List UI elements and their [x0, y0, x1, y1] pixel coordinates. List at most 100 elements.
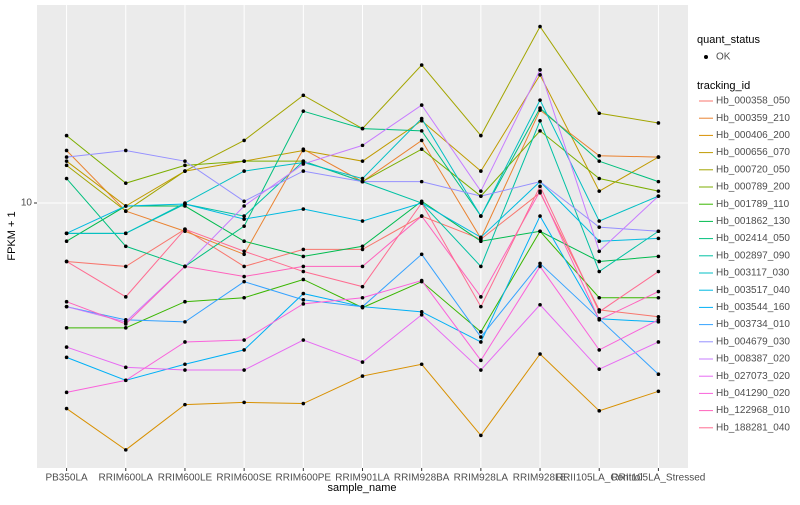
legend-label: Hb_188281_040: [716, 422, 790, 433]
point: [183, 368, 187, 372]
point: [242, 400, 246, 405]
x-tick-label: RRII105LA_Control: [556, 473, 643, 484]
point: [123, 322, 128, 326]
legend-label: Hb_003544_160: [716, 302, 790, 313]
point: [419, 310, 424, 314]
point: [123, 181, 128, 185]
point: [479, 335, 483, 339]
point: [360, 247, 365, 252]
legend-label: Hb_000720_050: [716, 164, 790, 175]
point: [123, 204, 128, 208]
point: [597, 259, 602, 264]
point: [242, 249, 246, 254]
point: [538, 24, 542, 29]
point: [183, 402, 187, 407]
point: [301, 338, 306, 342]
point: [64, 159, 69, 163]
point: [242, 224, 246, 228]
point: [656, 389, 661, 394]
point: [656, 318, 661, 322]
point: [597, 189, 602, 193]
point: [538, 264, 542, 269]
point: [479, 133, 483, 138]
point: [360, 360, 365, 364]
point: [538, 68, 542, 72]
legend-label: Hb_000789_200: [716, 182, 790, 193]
point: [242, 264, 246, 269]
point: [479, 304, 483, 309]
point: [360, 126, 365, 131]
legend-label: Hb_002414_050: [716, 233, 790, 244]
point: [597, 219, 602, 223]
point: [538, 179, 542, 184]
point: [419, 116, 424, 121]
point: [479, 295, 483, 299]
point: [419, 179, 424, 184]
point: [479, 189, 483, 193]
x-tick-label: RRII105LA_Stressed: [611, 473, 705, 484]
point: [656, 340, 661, 344]
point: [123, 148, 128, 153]
point: [64, 326, 69, 330]
point: [419, 312, 424, 317]
point: [64, 304, 69, 309]
point: [64, 406, 69, 411]
legend-label: Hb_000406_200: [716, 130, 790, 141]
legend-label: Hb_001789_110: [716, 199, 790, 210]
point: [242, 204, 246, 208]
point: [479, 214, 483, 218]
point: [479, 358, 483, 363]
point: [123, 448, 128, 452]
point: [360, 264, 365, 269]
point: [538, 73, 542, 77]
point: [242, 214, 246, 218]
point: [242, 295, 246, 300]
point: [360, 219, 365, 223]
point: [64, 155, 69, 159]
point: [538, 184, 542, 189]
point: [360, 244, 365, 249]
point: [419, 252, 424, 257]
point: [479, 330, 483, 334]
point: [479, 235, 483, 240]
point: [360, 176, 365, 181]
point: [538, 302, 542, 307]
point: [242, 169, 246, 173]
point: [64, 163, 69, 168]
point: [360, 295, 365, 300]
x-tick-label: PB350LA: [45, 473, 88, 484]
point: [242, 159, 246, 163]
point: [183, 163, 187, 168]
legend-label: OK: [716, 52, 731, 63]
point: [123, 295, 128, 299]
point: [597, 249, 602, 254]
point: [419, 362, 424, 367]
x-tick-label: RRIM600SE: [216, 473, 272, 484]
legend-key: [704, 55, 708, 59]
point: [656, 194, 661, 198]
x-tick-label: RRIM600LA: [99, 473, 154, 484]
point: [597, 239, 602, 243]
point: [242, 348, 246, 352]
point: [301, 207, 306, 211]
point: [597, 159, 602, 163]
point: [301, 269, 306, 274]
point: [64, 133, 69, 138]
point: [360, 143, 365, 148]
point: [301, 291, 306, 296]
point: [360, 179, 365, 184]
legend-label: Hb_041290_020: [716, 388, 790, 399]
point: [301, 109, 306, 113]
point: [597, 269, 602, 274]
point: [360, 284, 365, 289]
y-axis-title: FPKM + 1: [6, 211, 18, 260]
y-tick-label: 10: [21, 198, 33, 209]
point: [656, 155, 661, 159]
point: [419, 214, 424, 218]
point: [479, 368, 483, 372]
point: [656, 372, 661, 377]
point: [242, 239, 246, 243]
point: [64, 176, 69, 181]
legend-label: Hb_001862_130: [716, 216, 790, 227]
